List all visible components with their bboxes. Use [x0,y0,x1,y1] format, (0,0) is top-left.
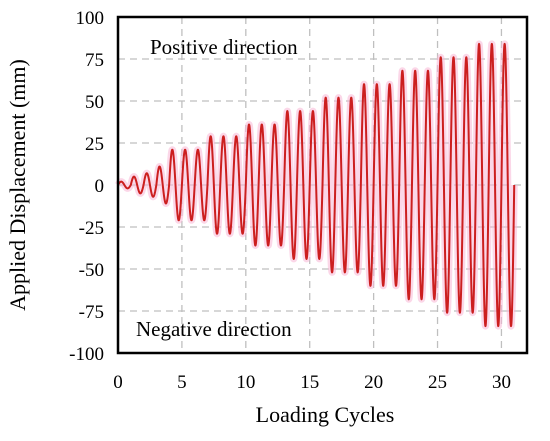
x-tick-label: 5 [177,372,187,393]
x-tick-labels: 0 5 10 15 20 25 30 [113,372,511,393]
y-tick-label: -100 [69,344,104,365]
y-tick-label: -75 [79,302,104,323]
y-tick-label: 0 [95,176,105,197]
y-tick-label: 50 [85,92,104,113]
x-tick-label: 25 [428,372,447,393]
x-tick-label: 15 [300,372,319,393]
y-tick-label: 25 [85,134,104,155]
x-tick-label: 10 [236,372,255,393]
series-layer [114,40,518,330]
annotation-negative: Negative direction [136,317,292,341]
x-tick-label: 30 [492,372,511,393]
plot-frame [116,15,529,355]
y-tick-label: -25 [79,218,104,239]
displacement-series-line [117,42,516,328]
x-tick-label: 0 [113,372,123,393]
y-axis-label: Applied Displacement (mm) [5,59,30,311]
y-tick-label: 100 [76,8,105,29]
y-tick-label: 75 [85,50,104,71]
x-axis-label: Loading Cycles [256,402,395,427]
y-tick-labels: 100 75 50 25 0 -25 -50 -75 -100 [69,8,104,365]
y-tick-label: -50 [79,260,104,281]
annotation-positive: Positive direction [150,35,298,59]
x-tick-label: 20 [364,372,383,393]
